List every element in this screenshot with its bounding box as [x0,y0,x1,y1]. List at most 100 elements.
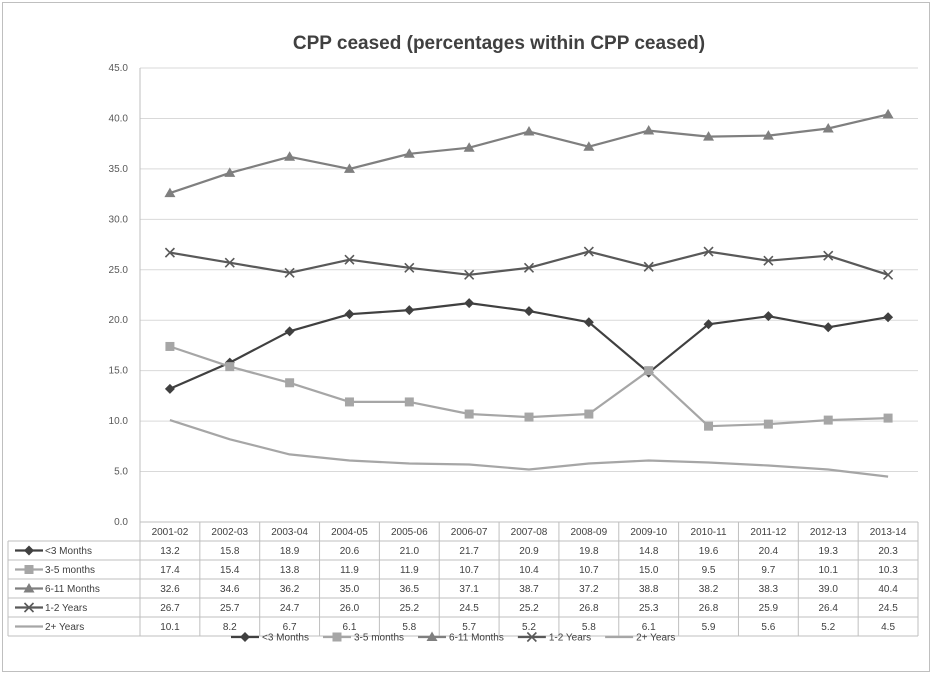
data-label: 20.6 [340,546,360,557]
data-label: 10.4 [519,565,539,576]
data-point [822,123,834,133]
series-2 [164,108,894,198]
data-point [464,298,475,309]
data-label: 13.8 [280,565,300,576]
data-point [164,383,175,394]
data-point [523,262,535,273]
y-axis: 0.0 5.0 10.0 15.0 20.0 25.0 30.0 35.0 40.0 45.0 [109,63,141,528]
legend-entry: 1-2 Years [549,633,591,644]
data-label: 18.9 [280,546,300,557]
data-point [762,130,774,140]
gridlines [140,67,918,523]
data-point [284,267,295,278]
data-label: 26.8 [579,603,599,614]
data-label: 35.0 [340,584,360,595]
data-point [524,412,534,422]
data-label: 4.5 [881,622,895,633]
data-point [164,187,176,198]
y-tick-label: 15.0 [109,366,129,377]
category-label: 2006-07 [451,527,488,538]
data-point [165,341,175,351]
y-tick-label: 45.0 [109,63,129,74]
category-label: 2005-06 [391,527,428,538]
table-legend-marker [24,545,34,556]
data-label: 10.1 [818,565,838,576]
data-label: 5.2 [522,622,536,633]
data-point [703,131,715,141]
data-point [164,247,175,258]
data-point [523,126,535,136]
data-point [463,142,475,152]
data-point [284,326,295,337]
data-label: 26.0 [340,603,360,614]
data-label: 39.0 [818,584,838,595]
data-label: 9.7 [761,565,775,576]
data-point [344,397,354,407]
data-point [344,309,355,320]
data-label: 19.8 [579,546,599,557]
data-label: 38.8 [639,584,659,595]
series-lines [164,108,894,478]
data-label: 5.6 [761,622,775,633]
data-point [225,362,235,372]
data-label: 19.6 [699,546,719,557]
table-legend-marker [23,602,35,613]
data-point [404,262,415,273]
data-label: 5.8 [402,622,416,633]
series-label: 3-5 months [45,565,95,576]
data-table: 2001-02 2002-03 2003-04 2004-05 2005-06 2006-… [7,521,919,637]
data-label: 9.5 [702,565,716,576]
category-label: 2008-09 [570,527,607,538]
data-point [883,269,894,280]
data-point [883,413,893,423]
category-label: 2003-04 [271,527,308,538]
category-label: 2007-08 [511,527,548,538]
data-point [343,163,355,173]
data-point [285,378,295,388]
series-label: <3 Months [45,546,92,557]
data-label: 15.8 [220,546,240,557]
category-label: 2013-14 [870,527,907,538]
data-point [583,317,594,328]
chart-title: CPP ceased (percentages within CPP cease… [293,33,705,54]
y-tick-label: 30.0 [109,214,129,225]
legend: <3 Months 3-5 months 6-11 Months 1-2 Years 2… [231,631,675,644]
data-label: 5.2 [821,622,835,633]
legend-entry: 3-5 months [354,633,404,644]
legend-marker [426,631,438,641]
data-label: 38.2 [699,584,719,595]
data-label: 5.9 [702,622,716,633]
category-label: 2004-05 [331,527,368,538]
data-label: 40.4 [878,584,898,595]
category-label: 2001-02 [152,527,189,538]
data-point [643,125,655,135]
data-point [704,421,714,431]
data-point [763,311,774,322]
data-label: 10.3 [878,565,898,576]
data-label: 5.8 [582,622,596,633]
data-point [344,254,355,265]
data-label: 37.2 [579,584,599,595]
series-1 [165,341,893,431]
data-label: 5.7 [462,622,476,633]
category-label: 2009-10 [630,527,667,538]
data-point [464,409,474,419]
series-3 [164,246,894,280]
data-label: 11.9 [400,565,419,576]
data-label: 38.7 [519,584,539,595]
data-point [403,148,415,158]
data-label: 11.9 [340,565,359,576]
data-label: 24.5 [878,603,898,614]
data-label: 26.4 [818,603,838,614]
data-point [524,306,534,317]
legend-marker [332,632,342,642]
data-label: 20.9 [519,546,539,557]
data-label: 24.7 [280,603,300,614]
data-label: 10.7 [459,565,479,576]
series-label: 1-2 Years [45,603,87,614]
data-label: 36.5 [400,584,420,595]
data-point [763,419,773,429]
series-label: 2+ Years [45,622,84,633]
data-label: 26.8 [699,603,719,614]
data-label: 14.8 [639,546,659,557]
